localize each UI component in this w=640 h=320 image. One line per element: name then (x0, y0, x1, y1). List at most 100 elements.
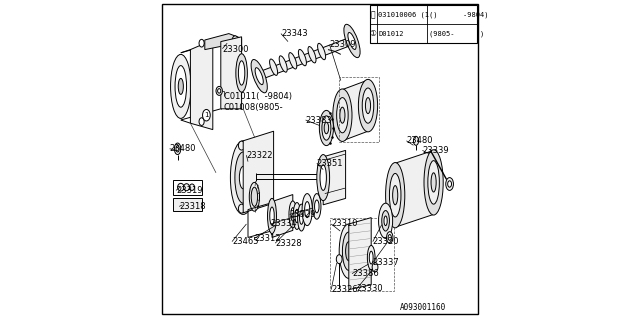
Text: 23351: 23351 (317, 159, 343, 168)
Bar (330, 218, 394, 291)
Ellipse shape (199, 118, 204, 125)
Ellipse shape (302, 194, 312, 226)
Ellipse shape (238, 61, 244, 85)
Text: 23386: 23386 (352, 269, 379, 278)
Ellipse shape (238, 141, 244, 150)
Ellipse shape (239, 166, 247, 189)
Ellipse shape (344, 24, 360, 58)
Ellipse shape (446, 178, 453, 190)
Text: 031010006 (1 ): 031010006 (1 ) (378, 11, 438, 18)
Text: A093001160: A093001160 (400, 303, 447, 312)
Ellipse shape (385, 163, 405, 228)
Ellipse shape (249, 182, 260, 211)
Ellipse shape (448, 181, 452, 187)
Ellipse shape (317, 43, 326, 60)
Ellipse shape (216, 86, 223, 95)
Ellipse shape (175, 66, 187, 107)
Ellipse shape (238, 204, 244, 213)
Text: ①: ① (370, 29, 376, 38)
Ellipse shape (268, 198, 276, 234)
Polygon shape (349, 218, 371, 290)
Ellipse shape (295, 209, 299, 223)
Text: (       -9804): ( -9804) (429, 11, 488, 18)
Ellipse shape (379, 203, 393, 238)
Ellipse shape (202, 109, 210, 121)
Text: 23312: 23312 (254, 234, 281, 243)
Ellipse shape (174, 143, 180, 155)
Ellipse shape (333, 89, 352, 141)
Text: 23318: 23318 (179, 202, 206, 211)
Bar (370, 5, 477, 43)
Ellipse shape (289, 52, 297, 69)
Polygon shape (272, 195, 292, 237)
Ellipse shape (317, 155, 330, 201)
Ellipse shape (289, 201, 296, 228)
Text: 23319: 23319 (176, 186, 202, 195)
Ellipse shape (388, 235, 392, 240)
Ellipse shape (230, 141, 256, 214)
Ellipse shape (291, 208, 294, 221)
Ellipse shape (413, 136, 419, 145)
Text: 23337: 23337 (372, 258, 399, 267)
Ellipse shape (235, 152, 252, 203)
Ellipse shape (348, 33, 356, 49)
Text: 23320: 23320 (372, 237, 399, 246)
Text: D01012: D01012 (378, 31, 404, 36)
Polygon shape (323, 150, 346, 205)
Text: 23465: 23465 (232, 237, 259, 246)
Text: C01011(  -9804): C01011( -9804) (224, 92, 292, 100)
Text: 23326: 23326 (332, 285, 358, 294)
Text: 23309: 23309 (330, 40, 356, 49)
Ellipse shape (324, 122, 329, 134)
Text: Ⓟ: Ⓟ (371, 10, 376, 19)
Bar (173, 198, 202, 211)
Text: 23480: 23480 (170, 144, 196, 153)
Ellipse shape (305, 202, 310, 218)
Ellipse shape (367, 245, 375, 270)
Ellipse shape (269, 59, 278, 76)
Text: (9805-      ): (9805- ) (429, 30, 484, 37)
Bar (339, 77, 380, 142)
Ellipse shape (234, 38, 237, 44)
Ellipse shape (279, 56, 287, 72)
Ellipse shape (424, 150, 444, 215)
Text: 23310: 23310 (332, 220, 358, 228)
Ellipse shape (362, 88, 374, 123)
Text: 23300: 23300 (223, 45, 249, 54)
Text: 23334: 23334 (270, 220, 297, 228)
Polygon shape (342, 80, 368, 141)
Ellipse shape (387, 232, 393, 243)
Ellipse shape (319, 110, 333, 146)
Ellipse shape (255, 68, 263, 84)
Ellipse shape (346, 242, 352, 261)
Ellipse shape (428, 161, 440, 204)
Text: 23383: 23383 (306, 116, 332, 124)
Ellipse shape (393, 186, 398, 205)
Ellipse shape (372, 262, 378, 272)
Ellipse shape (389, 173, 401, 217)
Ellipse shape (236, 54, 248, 92)
Ellipse shape (176, 146, 179, 152)
Ellipse shape (340, 107, 345, 123)
Ellipse shape (314, 200, 319, 213)
Polygon shape (221, 37, 242, 109)
Text: 23343: 23343 (281, 29, 308, 38)
Ellipse shape (384, 216, 387, 226)
Ellipse shape (358, 79, 378, 132)
Text: 1: 1 (204, 112, 209, 118)
Text: 23330: 23330 (357, 284, 383, 293)
Ellipse shape (337, 255, 342, 264)
Polygon shape (243, 131, 274, 213)
Ellipse shape (342, 232, 355, 270)
Text: 23339: 23339 (422, 146, 449, 155)
Ellipse shape (322, 116, 331, 140)
Ellipse shape (170, 54, 191, 118)
Ellipse shape (369, 251, 373, 264)
Ellipse shape (199, 39, 204, 47)
Text: C01008(9805-: C01008(9805- (224, 103, 284, 112)
Ellipse shape (232, 36, 238, 46)
Ellipse shape (431, 173, 436, 192)
Text: 23329: 23329 (290, 210, 316, 219)
Ellipse shape (300, 211, 303, 224)
Polygon shape (254, 38, 357, 78)
